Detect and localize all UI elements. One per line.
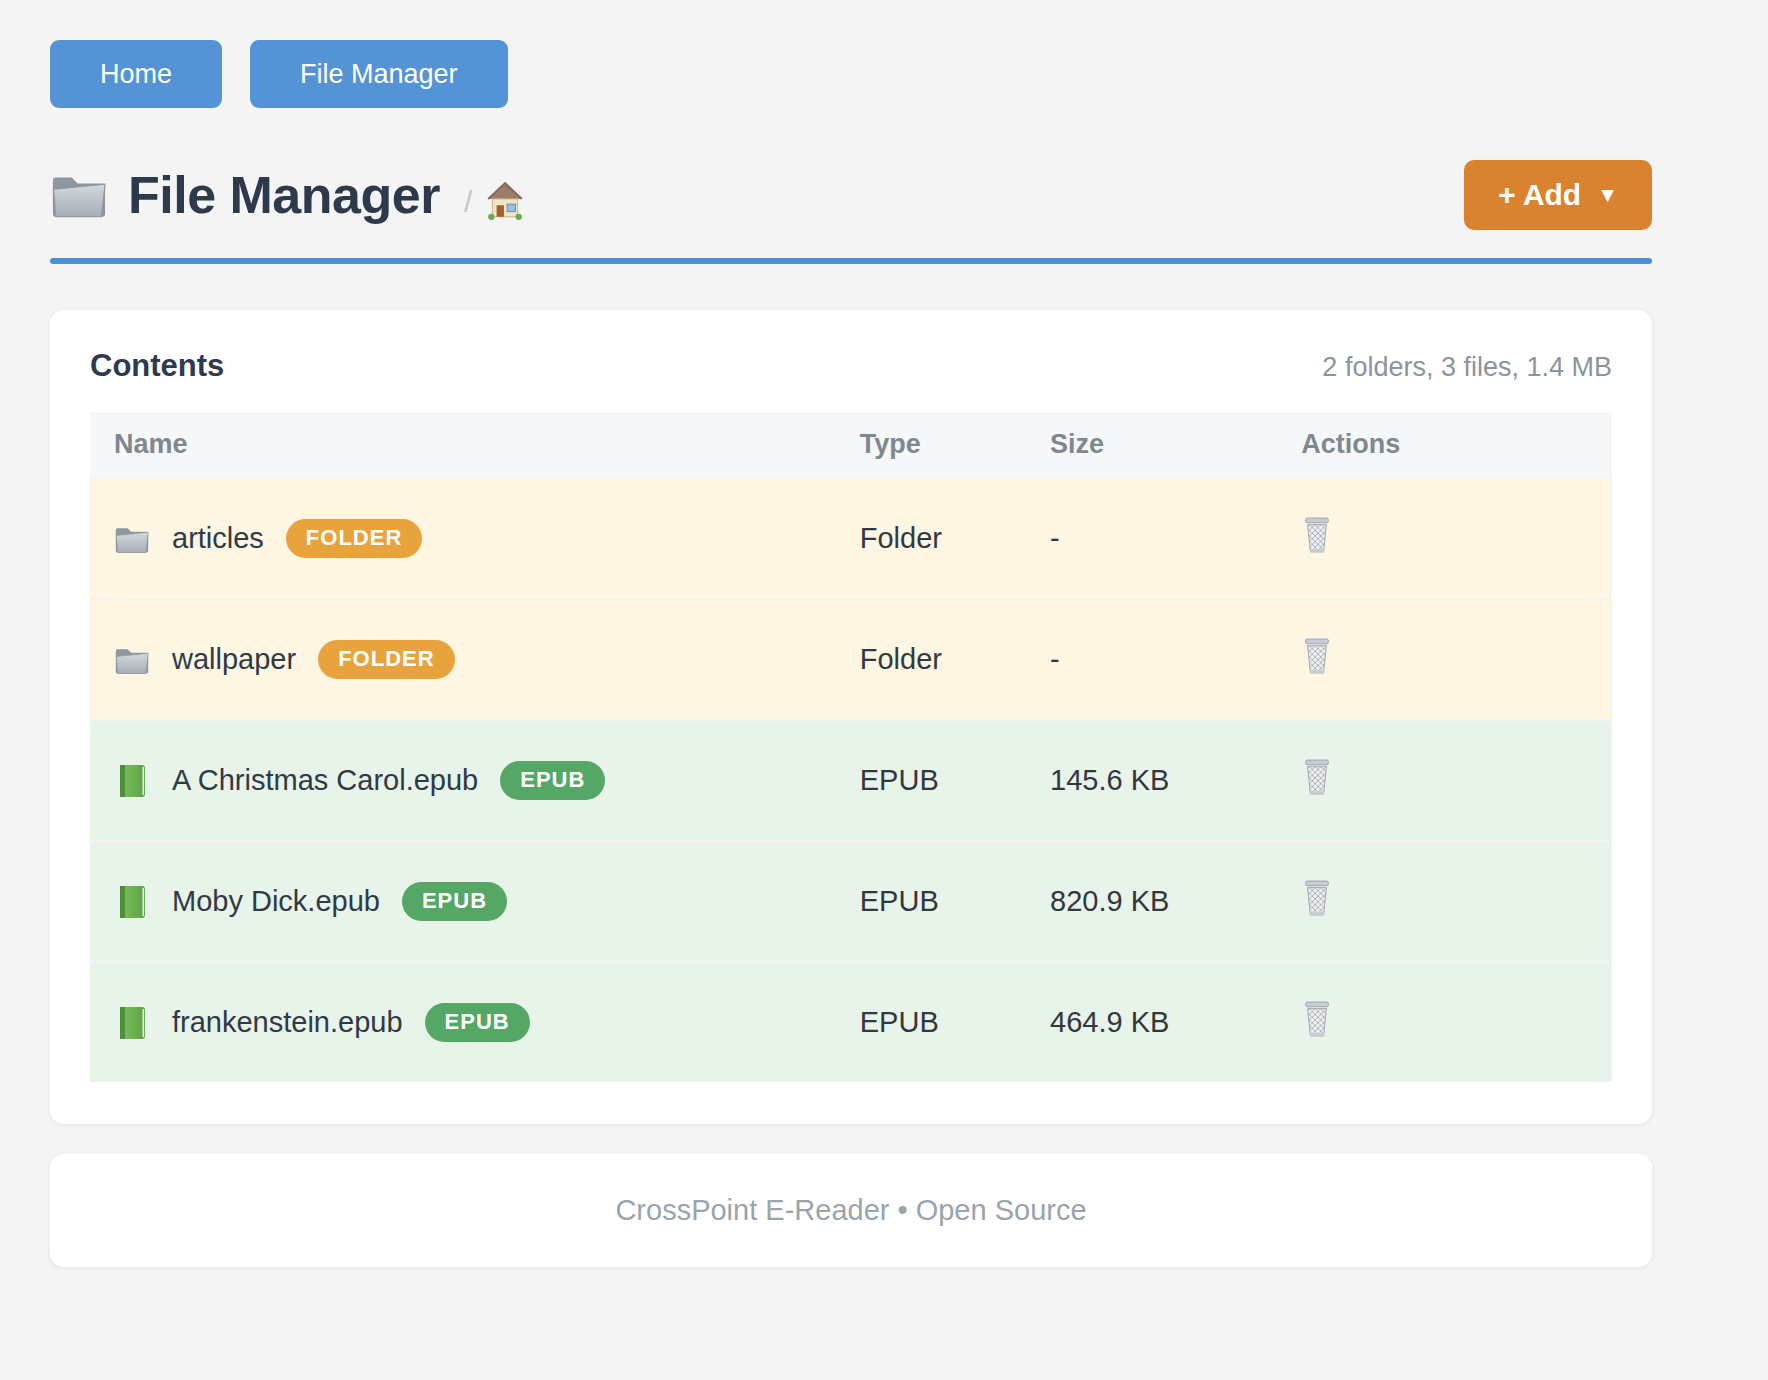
table-row: Moby Dick.epub EPUB EPUB 820.9 KB	[90, 841, 1612, 962]
chevron-down-icon: ▼	[1597, 183, 1618, 207]
folder-icon	[114, 521, 150, 557]
contents-card-header: Contents 2 folders, 3 files, 1.4 MB	[90, 348, 1612, 384]
home-button[interactable]: Home	[50, 40, 222, 108]
files-table: Name Type Size Actions articles FOLDER	[90, 412, 1612, 1082]
contents-summary: 2 folders, 3 files, 1.4 MB	[1322, 352, 1612, 383]
item-type: EPUB	[836, 841, 1026, 962]
type-badge: FOLDER	[286, 519, 422, 558]
footer-text: CrossPoint E-Reader • Open Source	[615, 1194, 1086, 1226]
column-header-type: Type	[836, 412, 1026, 478]
house-icon[interactable]	[484, 179, 526, 221]
item-size: -	[1026, 599, 1277, 720]
add-button[interactable]: + Add ▼	[1464, 160, 1652, 230]
delete-button[interactable]	[1301, 1000, 1333, 1038]
item-type: EPUB	[836, 720, 1026, 841]
column-header-size: Size	[1026, 412, 1277, 478]
trash-icon	[1301, 637, 1333, 675]
top-nav: Home File Manager	[50, 40, 1652, 108]
folder-icon	[50, 170, 108, 220]
trash-icon	[1301, 516, 1333, 554]
item-name[interactable]: Moby Dick.epub	[172, 885, 380, 918]
item-size: 145.6 KB	[1026, 720, 1277, 841]
item-name[interactable]: frankenstein.epub	[172, 1006, 403, 1039]
green-book-icon	[114, 763, 150, 799]
trash-icon	[1301, 1000, 1333, 1038]
page-header: File Manager / + Add ▼	[50, 160, 1652, 230]
green-book-icon	[114, 1005, 150, 1041]
delete-button[interactable]	[1301, 879, 1333, 917]
column-header-name: Name	[90, 412, 836, 478]
page-title: File Manager	[128, 165, 440, 225]
delete-button[interactable]	[1301, 637, 1333, 675]
item-name[interactable]: wallpaper	[172, 643, 296, 676]
item-size: 820.9 KB	[1026, 841, 1277, 962]
delete-button[interactable]	[1301, 758, 1333, 796]
item-name[interactable]: A Christmas Carol.epub	[172, 764, 478, 797]
item-name[interactable]: articles	[172, 522, 264, 555]
table-row: frankenstein.epub EPUB EPUB 464.9 KB	[90, 962, 1612, 1082]
contents-heading: Contents	[90, 348, 224, 384]
contents-card: Contents 2 folders, 3 files, 1.4 MB Name…	[50, 310, 1652, 1124]
table-row: A Christmas Carol.epub EPUB EPUB 145.6 K…	[90, 720, 1612, 841]
item-size: 464.9 KB	[1026, 962, 1277, 1082]
delete-button[interactable]	[1301, 516, 1333, 554]
table-row: articles FOLDER Folder -	[90, 478, 1612, 599]
footer-card: CrossPoint E-Reader • Open Source	[50, 1154, 1652, 1267]
table-row: wallpaper FOLDER Folder -	[90, 599, 1612, 720]
add-button-label: + Add	[1498, 178, 1581, 212]
type-badge: EPUB	[402, 882, 507, 921]
item-type: EPUB	[836, 962, 1026, 1082]
item-type: Folder	[836, 478, 1026, 599]
trash-icon	[1301, 879, 1333, 917]
accent-divider	[50, 258, 1652, 264]
type-badge: FOLDER	[318, 640, 454, 679]
breadcrumb-separator: /	[464, 185, 472, 219]
column-header-actions: Actions	[1277, 412, 1612, 478]
page: Home File Manager File Manager / + Add ▼	[50, 0, 1652, 1267]
folder-icon	[114, 642, 150, 678]
table-header-row: Name Type Size Actions	[90, 412, 1612, 478]
item-size: -	[1026, 478, 1277, 599]
item-type: Folder	[836, 599, 1026, 720]
type-badge: EPUB	[500, 761, 605, 800]
green-book-icon	[114, 884, 150, 920]
trash-icon	[1301, 758, 1333, 796]
file-manager-button[interactable]: File Manager	[250, 40, 508, 108]
title-group: File Manager /	[50, 165, 526, 225]
type-badge: EPUB	[425, 1003, 530, 1042]
